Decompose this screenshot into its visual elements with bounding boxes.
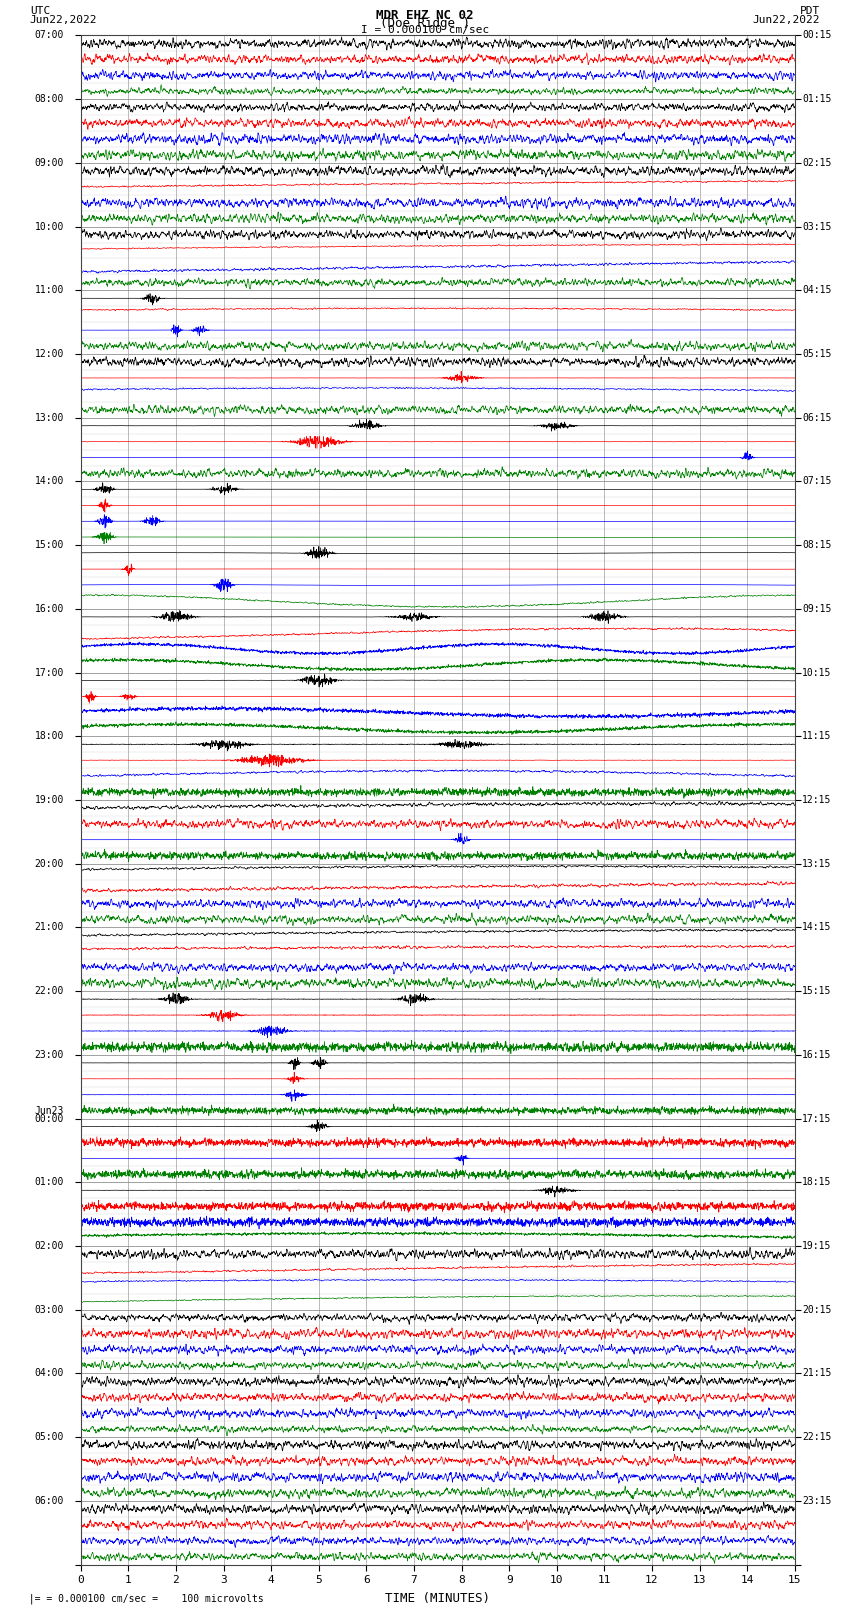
Text: (Doe Ridge ): (Doe Ridge ): [380, 18, 470, 31]
Text: 15:00: 15:00: [35, 540, 64, 550]
Text: 22:00: 22:00: [35, 986, 64, 997]
Text: 01:00: 01:00: [35, 1177, 64, 1187]
Text: 12:00: 12:00: [35, 348, 64, 360]
Text: 02:15: 02:15: [802, 158, 831, 168]
Text: 21:00: 21:00: [35, 923, 64, 932]
Text: UTC: UTC: [30, 6, 50, 16]
Text: 01:15: 01:15: [802, 94, 831, 105]
Text: 12:15: 12:15: [802, 795, 831, 805]
Text: 23:15: 23:15: [802, 1495, 831, 1507]
Text: 18:00: 18:00: [35, 731, 64, 742]
Text: 10:15: 10:15: [802, 668, 831, 677]
Text: 20:00: 20:00: [35, 858, 64, 869]
Text: MDR EHZ NC 02: MDR EHZ NC 02: [377, 10, 473, 23]
Text: 08:15: 08:15: [802, 540, 831, 550]
Text: 00:15: 00:15: [802, 31, 831, 40]
Text: 03:00: 03:00: [35, 1305, 64, 1315]
Text: 21:15: 21:15: [802, 1368, 831, 1379]
Text: 06:15: 06:15: [802, 413, 831, 423]
Text: 16:00: 16:00: [35, 603, 64, 615]
Text: 19:00: 19:00: [35, 795, 64, 805]
Text: 05:00: 05:00: [35, 1432, 64, 1442]
Text: 05:15: 05:15: [802, 348, 831, 360]
Text: 16:15: 16:15: [802, 1050, 831, 1060]
Text: 19:15: 19:15: [802, 1240, 831, 1252]
Text: 07:00: 07:00: [35, 31, 64, 40]
Text: 22:15: 22:15: [802, 1432, 831, 1442]
Text: Jun22,2022: Jun22,2022: [753, 15, 820, 24]
Text: 20:15: 20:15: [802, 1305, 831, 1315]
Text: 03:15: 03:15: [802, 221, 831, 232]
Text: |= = 0.000100 cm/sec =    100 microvolts: |= = 0.000100 cm/sec = 100 microvolts: [17, 1594, 264, 1603]
Text: 07:15: 07:15: [802, 476, 831, 487]
Text: 18:15: 18:15: [802, 1177, 831, 1187]
Text: 23:00: 23:00: [35, 1050, 64, 1060]
Text: 13:15: 13:15: [802, 858, 831, 869]
Text: 17:15: 17:15: [802, 1113, 831, 1124]
Text: 14:00: 14:00: [35, 476, 64, 487]
Text: 14:15: 14:15: [802, 923, 831, 932]
Text: 08:00: 08:00: [35, 94, 64, 105]
Text: 04:00: 04:00: [35, 1368, 64, 1379]
Text: 09:15: 09:15: [802, 603, 831, 615]
X-axis label: TIME (MINUTES): TIME (MINUTES): [385, 1592, 490, 1605]
Text: 11:15: 11:15: [802, 731, 831, 742]
Text: 00:00: 00:00: [35, 1113, 64, 1124]
Text: 11:00: 11:00: [35, 286, 64, 295]
Text: 17:00: 17:00: [35, 668, 64, 677]
Text: PDT: PDT: [800, 6, 820, 16]
Text: 13:00: 13:00: [35, 413, 64, 423]
Text: 10:00: 10:00: [35, 221, 64, 232]
Text: 15:15: 15:15: [802, 986, 831, 997]
Text: 09:00: 09:00: [35, 158, 64, 168]
Text: 06:00: 06:00: [35, 1495, 64, 1507]
Text: Jun22,2022: Jun22,2022: [30, 15, 97, 24]
Text: Jun23: Jun23: [35, 1105, 64, 1116]
Text: I = 0.000100 cm/sec: I = 0.000100 cm/sec: [361, 24, 489, 35]
Text: 04:15: 04:15: [802, 286, 831, 295]
Text: 02:00: 02:00: [35, 1240, 64, 1252]
